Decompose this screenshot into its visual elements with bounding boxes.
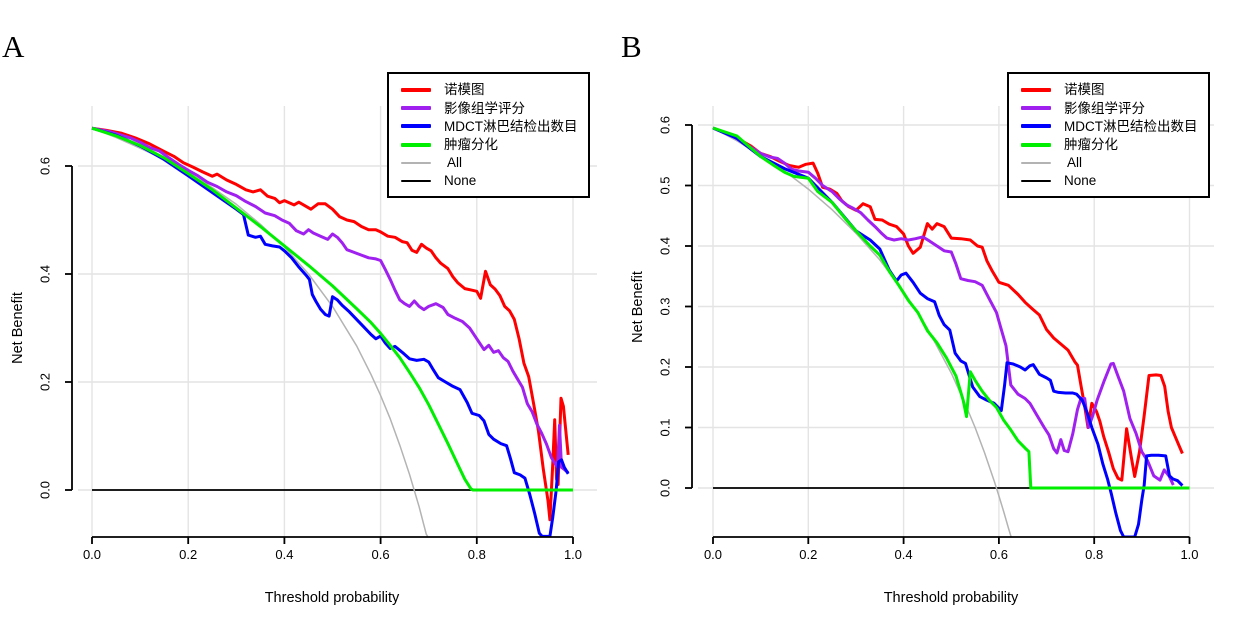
x-tick-label-A-1.0: 1.0 xyxy=(564,547,582,562)
curve-tumor-differentiation-A xyxy=(91,126,573,492)
x-tick-label-A-0.4: 0.4 xyxy=(275,547,293,562)
legend-label-nomogram: 诺模图 xyxy=(1064,82,1105,98)
x-axis-title-b: Threshold probability xyxy=(884,590,1019,606)
legend-item-radiomics-score: 影像组学评分 xyxy=(1021,99,1208,117)
y-tick-label-B-0.0: 0.0 xyxy=(658,479,673,497)
legend-label-all: All xyxy=(444,155,463,171)
y-axis-title-a: Net Benefit xyxy=(10,292,26,364)
curve-radiomics-score-A xyxy=(91,126,570,474)
x-tick-label-B-0.2: 0.2 xyxy=(799,547,817,562)
legend-line-sample-radiomics-score xyxy=(1021,106,1051,111)
curve-mdct-lymph-node-count-B xyxy=(712,126,1184,538)
panel-b-letter: B xyxy=(621,29,642,64)
legend-panel-a: 诺模图影像组学评分 MDCT淋巴结检出数目 肿瘤分化 All None xyxy=(387,72,590,198)
legend-item-nomogram: 诺模图 xyxy=(1021,81,1208,99)
panel-a-letter: A xyxy=(2,29,25,64)
curve-all-B xyxy=(712,127,1013,538)
legend-label-radiomics-score: 影像组学评分 xyxy=(444,100,525,116)
legend-panel-b: 诺模图影像组学评分 MDCT淋巴结检出数目 肿瘤分化 All None xyxy=(1007,72,1210,198)
x-tick-label-B-1.0: 1.0 xyxy=(1180,547,1198,562)
curve-radiomics-score-B xyxy=(712,126,1175,486)
y-tick-label-A-0.4: 0.4 xyxy=(38,265,53,283)
legend-line-sample-nomogram xyxy=(1021,88,1051,93)
y-tick-label-B-0.1: 0.1 xyxy=(658,418,673,436)
legend-item-tumor-differentiation: 肿瘤分化 xyxy=(1021,136,1208,154)
x-tick-label-A-0.6: 0.6 xyxy=(372,547,390,562)
legend-label-mdct-lymph-node-count: MDCT淋巴结检出数目 xyxy=(444,118,578,134)
y-tick-label-B-0.4: 0.4 xyxy=(658,237,673,255)
y-tick-label-A-0.0: 0.0 xyxy=(38,481,53,499)
panel-b-plot: 0.0 0.2 0.4 0.6 0.8 1.0 0.0 0.1 0.2 0.3 0.4 0.5 0.6 xyxy=(658,106,1214,562)
legend-label-nomogram: 诺模图 xyxy=(444,82,485,98)
legend-item-mdct-lymph-node-count: MDCT淋巴结检出数目 xyxy=(1021,117,1208,135)
curve-tumor-differentiation-B xyxy=(712,126,1190,490)
legend-line-sample-mdct-lymph-node-count xyxy=(401,124,431,129)
x-tick-label-B-0.6: 0.6 xyxy=(990,547,1008,562)
legend-label-radiomics-score: 影像组学评分 xyxy=(1064,100,1145,116)
y-tick-label-A-0.2: 0.2 xyxy=(38,373,53,391)
x-tick-label-A-0.8: 0.8 xyxy=(468,547,486,562)
y-axis-title-b: Net Benefit xyxy=(630,271,646,343)
x-tick-label-B-0.0: 0.0 xyxy=(704,547,722,562)
x-tick-label-B-0.4: 0.4 xyxy=(895,547,913,562)
legend-item-none: None xyxy=(1021,172,1208,190)
x-axis-title-a: Threshold probability xyxy=(265,590,400,606)
y-tick-label-B-0.2: 0.2 xyxy=(658,358,673,376)
curve-mdct-lymph-node-count-A xyxy=(91,126,570,538)
legend-item-all: All xyxy=(401,154,588,172)
legend-line-sample-none xyxy=(401,180,431,183)
legend-item-radiomics-score: 影像组学评分 xyxy=(401,99,588,117)
x-tick-label-A-0.2: 0.2 xyxy=(179,547,197,562)
curve-nomogram-A xyxy=(91,126,570,522)
legend-item-mdct-lymph-node-count: MDCT淋巴结检出数目 xyxy=(401,117,588,135)
legend-line-sample-tumor-differentiation xyxy=(1021,142,1051,147)
legend-label-tumor-differentiation: 肿瘤分化 xyxy=(444,136,498,152)
y-tick-label-B-0.5: 0.5 xyxy=(658,176,673,194)
y-tick-label-A-0.6: 0.6 xyxy=(38,157,53,175)
legend-label-mdct-lymph-node-count: MDCT淋巴结检出数目 xyxy=(1064,118,1198,134)
y-tick-label-B-0.6: 0.6 xyxy=(658,116,673,134)
legend-item-tumor-differentiation: 肿瘤分化 xyxy=(401,136,588,154)
legend-item-none: None xyxy=(401,172,588,190)
curves-B xyxy=(712,126,1190,538)
legend-line-sample-tumor-differentiation xyxy=(401,142,431,147)
legend-line-sample-nomogram xyxy=(401,88,431,93)
legend-label-none: None xyxy=(1064,173,1097,189)
y-tick-label-B-0.3: 0.3 xyxy=(658,297,673,315)
legend-item-nomogram: 诺模图 xyxy=(401,81,588,99)
curves-A xyxy=(91,126,573,538)
legend-item-all: All xyxy=(1021,154,1208,172)
legend-label-none: None xyxy=(444,173,477,189)
legend-line-sample-all xyxy=(401,161,431,164)
legend-line-sample-radiomics-score xyxy=(401,106,431,111)
x-tick-label-A-0.0: 0.0 xyxy=(83,547,101,562)
legend-label-all: All xyxy=(1064,155,1083,171)
legend-line-sample-all xyxy=(1021,161,1051,164)
legend-label-tumor-differentiation: 肿瘤分化 xyxy=(1064,136,1118,152)
legend-line-sample-none xyxy=(1021,180,1051,183)
x-tick-label-B-0.8: 0.8 xyxy=(1085,547,1103,562)
legend-line-sample-mdct-lymph-node-count xyxy=(1021,124,1051,129)
